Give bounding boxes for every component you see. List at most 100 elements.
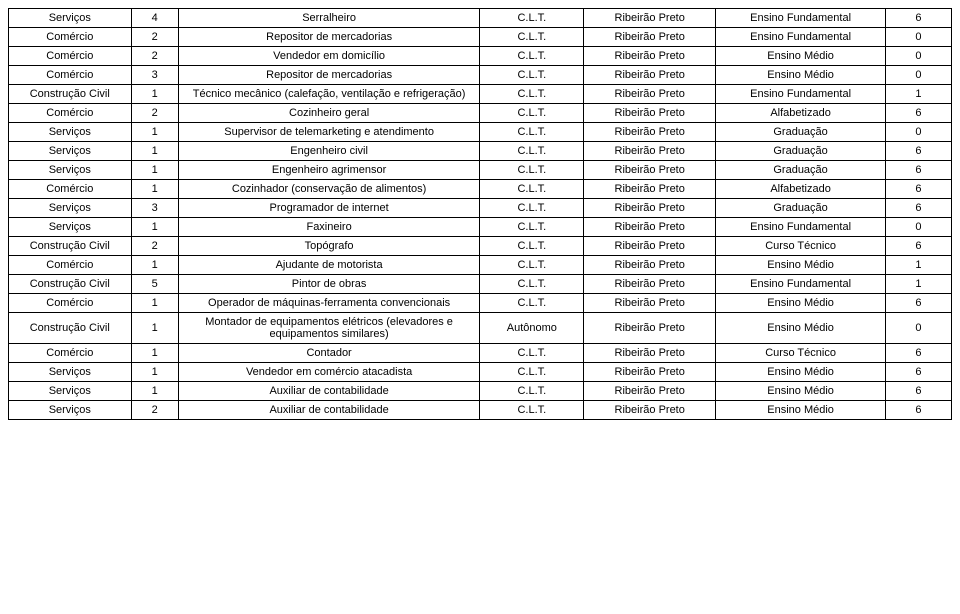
table-cell: Cozinheiro geral [178,104,480,123]
table-cell: Ribeirão Preto [584,344,716,363]
table-cell: C.L.T. [480,104,584,123]
table-cell: Ribeirão Preto [584,104,716,123]
table-row: Serviços3Programador de internetC.L.T.Ri… [9,199,952,218]
table-cell: Engenheiro agrimensor [178,161,480,180]
table-cell: Comércio [9,47,132,66]
table-cell: Graduação [716,199,886,218]
table-cell: Ajudante de motorista [178,256,480,275]
table-cell: 2 [131,401,178,420]
table-cell: 3 [131,199,178,218]
table-row: Construção Civil1Técnico mecânico (calef… [9,85,952,104]
table-cell: Repositor de mercadorias [178,66,480,85]
table-cell: C.L.T. [480,256,584,275]
table-cell: C.L.T. [480,180,584,199]
table-cell: 1 [131,123,178,142]
table-cell: Repositor de mercadorias [178,28,480,47]
table-cell: 6 [885,199,951,218]
table-cell: Serviços [9,382,132,401]
table-cell: Comércio [9,294,132,313]
table-row: Serviços1Vendedor em comércio atacadista… [9,363,952,382]
table-cell: Ribeirão Preto [584,123,716,142]
table-cell: C.L.T. [480,237,584,256]
table-cell: Operador de máquinas-ferramenta convenci… [178,294,480,313]
table-cell: Vendedor em comércio atacadista [178,363,480,382]
table-cell: Ensino Médio [716,382,886,401]
table-cell: 6 [885,104,951,123]
table-cell: 1 [885,85,951,104]
table-row: Serviços2Auxiliar de contabilidadeC.L.T.… [9,401,952,420]
table-cell: C.L.T. [480,161,584,180]
table-cell: C.L.T. [480,142,584,161]
table-cell: Supervisor de telemarketing e atendiment… [178,123,480,142]
table-cell: Ribeirão Preto [584,256,716,275]
table-row: Serviços1Engenheiro agrimensorC.L.T.Ribe… [9,161,952,180]
table-cell: Ribeirão Preto [584,161,716,180]
table-cell: Programador de internet [178,199,480,218]
table-cell: 1 [885,256,951,275]
table-cell: C.L.T. [480,47,584,66]
table-cell: 1 [131,382,178,401]
table-cell: Ensino Médio [716,66,886,85]
table-cell: 6 [885,382,951,401]
table-cell: Ribeirão Preto [584,401,716,420]
table-cell: Graduação [716,142,886,161]
table-cell: Ribeirão Preto [584,199,716,218]
table-cell: Serviços [9,199,132,218]
table-cell: C.L.T. [480,9,584,28]
table-cell: Serviços [9,123,132,142]
table-cell: Ribeirão Preto [584,382,716,401]
table-cell: 1 [131,363,178,382]
table-cell: 1 [131,161,178,180]
table-cell: C.L.T. [480,85,584,104]
table-cell: 0 [885,313,951,344]
table-cell: C.L.T. [480,363,584,382]
table-cell: 6 [885,401,951,420]
table-cell: 4 [131,9,178,28]
table-cell: Comércio [9,104,132,123]
table-cell: 1 [131,218,178,237]
table-cell: Ribeirão Preto [584,294,716,313]
table-cell: 6 [885,180,951,199]
table-cell: 0 [885,123,951,142]
table-cell: Ensino Fundamental [716,218,886,237]
table-cell: 0 [885,47,951,66]
table-cell: Ensino Fundamental [716,28,886,47]
table-cell: Serviços [9,401,132,420]
table-cell: 1 [131,180,178,199]
table-cell: Engenheiro civil [178,142,480,161]
table-cell: Ensino Médio [716,256,886,275]
table-cell: Ensino Médio [716,294,886,313]
table-cell: 5 [131,275,178,294]
table-cell: Construção Civil [9,237,132,256]
table-row: Serviços1Supervisor de telemarketing e a… [9,123,952,142]
table-cell: Comércio [9,344,132,363]
table-cell: C.L.T. [480,294,584,313]
table-cell: Serralheiro [178,9,480,28]
table-cell: Serviços [9,363,132,382]
table-cell: 6 [885,237,951,256]
table-row: Serviços1Engenheiro civilC.L.T.Ribeirão … [9,142,952,161]
table-cell: Ensino Médio [716,363,886,382]
table-cell: 2 [131,47,178,66]
table-cell: Ribeirão Preto [584,237,716,256]
jobs-table: Serviços4SerralheiroC.L.T.Ribeirão Preto… [8,8,952,420]
table-cell: 6 [885,9,951,28]
table-cell: C.L.T. [480,218,584,237]
table-row: Comércio1Cozinhador (conservação de alim… [9,180,952,199]
table-cell: Alfabetizado [716,180,886,199]
table-cell: Auxiliar de contabilidade [178,382,480,401]
table-cell: Ribeirão Preto [584,363,716,382]
table-row: Comércio1Operador de máquinas-ferramenta… [9,294,952,313]
table-cell: 2 [131,104,178,123]
table-row: Comércio3Repositor de mercadoriasC.L.T.R… [9,66,952,85]
table-cell: 2 [131,237,178,256]
table-row: Comércio1ContadorC.L.T.Ribeirão PretoCur… [9,344,952,363]
table-cell: C.L.T. [480,275,584,294]
table-cell: Ribeirão Preto [584,85,716,104]
table-cell: C.L.T. [480,344,584,363]
table-cell: Ribeirão Preto [584,275,716,294]
table-row: Serviços1FaxineiroC.L.T.Ribeirão PretoEn… [9,218,952,237]
table-cell: Ribeirão Preto [584,218,716,237]
table-cell: Serviços [9,142,132,161]
table-cell: Vendedor em domicílio [178,47,480,66]
